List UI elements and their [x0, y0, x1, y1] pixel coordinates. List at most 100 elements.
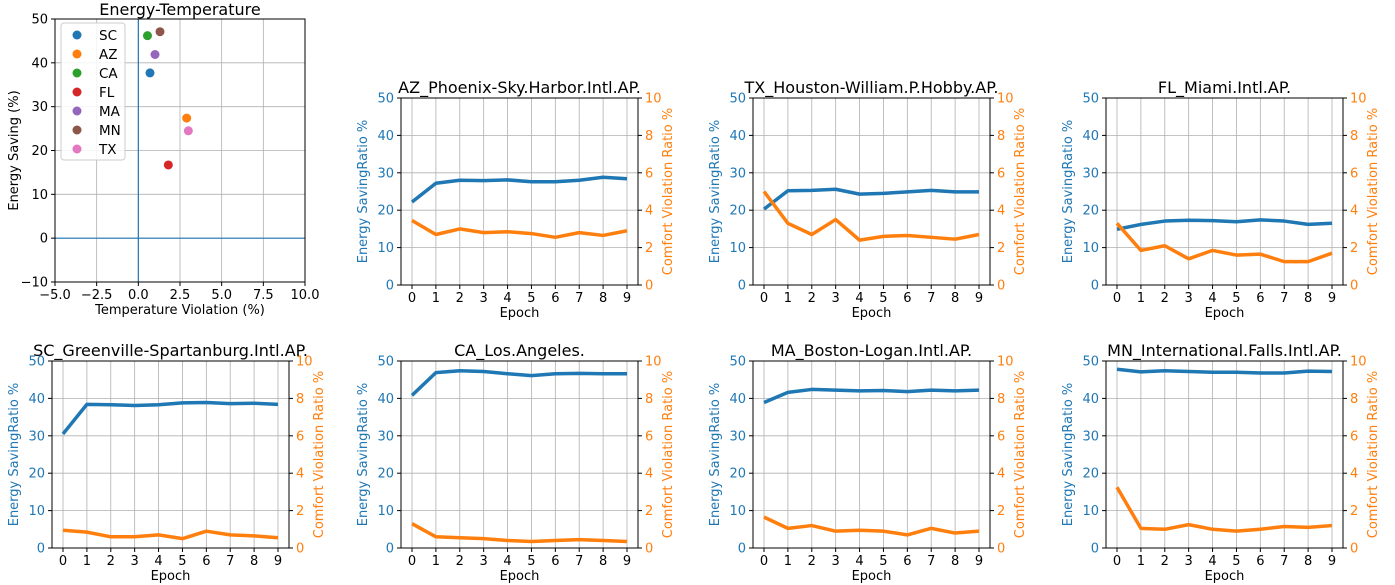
legend-marker-sc	[72, 30, 82, 40]
y-right-tick-label: 8	[997, 129, 1005, 144]
x-tick-label: 6	[1256, 554, 1264, 569]
y-right-tick-label: 2	[1350, 504, 1358, 519]
comfort-violation-line	[1115, 222, 1333, 264]
x-tick-label: 2	[456, 554, 464, 569]
y-right-tick-label: 8	[645, 129, 653, 144]
x-tick-label: 7	[1280, 291, 1288, 306]
legend-label: CA	[99, 66, 118, 82]
x-tick-label: 0	[408, 291, 416, 306]
y-right-tick-label: 6	[1350, 166, 1358, 181]
x-tick-label: 2	[808, 291, 816, 306]
y-right-tick-label: 6	[997, 166, 1005, 181]
x-tick-label: 9	[623, 291, 631, 306]
energy-saving-line	[762, 187, 979, 211]
y-right-tick-label: 4	[645, 204, 653, 219]
x-tick-label: 0.0	[128, 288, 149, 303]
x-tick-label: 10.0	[291, 288, 320, 303]
y-left-tick-label: 10	[729, 241, 746, 256]
y-right-tick-label: 2	[997, 241, 1005, 256]
x-tick-label: 5	[527, 291, 535, 306]
line-panel-6: 0 1 2 3 4 5 6 7 8 9010203040500246810MA_Boston-Lo…	[708, 341, 1028, 584]
x-tick-label: 0	[760, 554, 768, 569]
y-right-tick-label: 8	[1350, 129, 1358, 144]
y-left-tick-label: 40	[729, 129, 746, 144]
plot-frame	[400, 97, 639, 286]
x-tick-label: 7.5	[253, 288, 274, 303]
comfort-violation-line	[411, 218, 628, 240]
y-right-tick-label: 10	[997, 92, 1014, 107]
x-tick-label: 3	[480, 554, 488, 569]
y-left-tick-label: 30	[729, 429, 746, 444]
chart-title: FL_Miami.Intl.AP.	[1158, 78, 1291, 98]
y-tick-label: 20	[31, 144, 48, 159]
y-left-tick-label: 50	[729, 355, 746, 370]
x-tick-label: 7	[575, 291, 583, 306]
plot-frame	[752, 97, 991, 286]
y-left-tick-label: 50	[729, 92, 746, 107]
y-left-tick-label: 20	[377, 204, 394, 219]
scatter-point-az	[182, 113, 192, 123]
y-right-tick-label: 8	[296, 392, 304, 407]
comfort-violation-line	[62, 528, 279, 541]
y-right-tick-label: 2	[296, 504, 304, 519]
y-left-tick-label: 20	[377, 467, 394, 482]
legend-label: TX	[98, 142, 117, 158]
legend-label: MN	[99, 123, 121, 139]
y-left-tick-label: 10	[729, 504, 746, 519]
x-tick-label: 3	[832, 291, 840, 306]
y-left-axis-label: Energy SavingRatio %	[7, 383, 22, 527]
x-tick-label: −2.5	[81, 288, 113, 303]
y-right-tick-label: 2	[645, 504, 653, 519]
y-left-tick-label: 0	[37, 542, 45, 557]
x-tick-label: 9	[975, 291, 983, 306]
x-tick-label: 1	[432, 554, 440, 569]
x-tick-label: 9	[1328, 291, 1336, 306]
y-left-tick-label: 0	[1091, 279, 1099, 294]
scatter-point-sc	[145, 68, 155, 78]
scatter-point-ca	[143, 31, 152, 41]
scatter-panel: −5.0 −2.5 0.0 2.5 5.0 7.5 10.0 −10 0 10 20 30 40 50 SC…	[7, 0, 319, 318]
x-tick-label: 6	[551, 291, 559, 306]
x-tick-label: 3	[1185, 554, 1193, 569]
y-right-axis-label: Comfort Violation Ratio %	[312, 371, 327, 538]
x-tick-label: 8	[1304, 291, 1312, 306]
y-left-tick-label: 30	[377, 166, 394, 181]
y-left-tick-label: 0	[386, 279, 394, 294]
x-tick-label: 0	[408, 554, 416, 569]
y-left-axis-label: Energy SavingRatio %	[708, 383, 723, 527]
y-axis-label: Energy Saving (%)	[7, 90, 22, 210]
legend: SC AZ CA FL MA MN TX	[60, 22, 126, 161]
y-right-axis-label: Comfort Violation Ratio %	[1366, 108, 1381, 275]
x-tick-label: 5	[527, 554, 535, 569]
comfort-violation-line	[1115, 486, 1333, 533]
scatter-point-fl	[163, 160, 173, 170]
y-tick-label: 10	[31, 188, 48, 203]
y-left-tick-label: 30	[729, 166, 746, 181]
x-tick-label: 1	[784, 554, 792, 569]
legend-marker-ma	[72, 106, 82, 116]
x-tick-label: 9	[623, 554, 631, 569]
y-left-tick-label: 30	[1082, 429, 1099, 444]
y-left-axis-label: Energy SavingRatio %	[356, 383, 371, 527]
x-tick-label: 6	[1256, 291, 1264, 306]
x-tick-label: 5	[178, 554, 186, 569]
y-right-tick-label: 0	[296, 542, 304, 557]
energy-saving-line	[1116, 218, 1333, 231]
y-left-axis-label: Energy SavingRatio %	[356, 120, 371, 264]
x-axis-label: Epoch	[500, 306, 540, 321]
x-tick-label: 4	[503, 554, 511, 569]
x-tick-label: 9	[274, 554, 282, 569]
y-right-tick-label: 4	[645, 467, 653, 482]
legend-label: AZ	[99, 47, 117, 63]
y-left-tick-label: 50	[1082, 355, 1099, 370]
scatter-point-mn	[155, 27, 165, 37]
x-tick-label: 4	[855, 291, 863, 306]
chart-title: CA_Los.Angeles.	[454, 341, 585, 361]
y-left-tick-label: 40	[377, 129, 394, 144]
x-axis-label: Epoch	[852, 569, 892, 584]
plot-frame	[1105, 97, 1344, 286]
y-right-axis-label: Comfort Violation Ratio %	[1366, 371, 1381, 538]
y-right-tick-label: 10	[645, 355, 662, 370]
y-right-tick-label: 4	[997, 467, 1005, 482]
y-left-tick-label: 40	[28, 392, 45, 407]
